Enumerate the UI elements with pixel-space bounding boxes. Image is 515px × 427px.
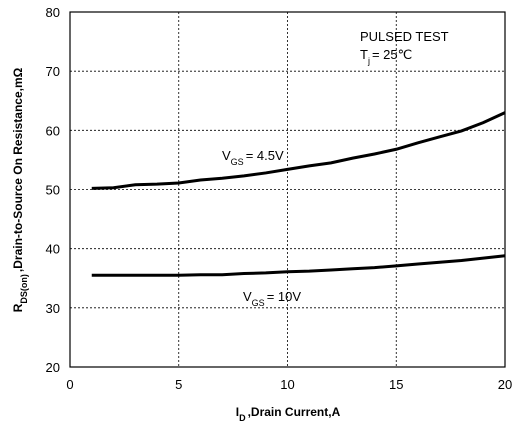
series-label-main: V: [222, 148, 231, 163]
x-axis-label-sub: D: [239, 413, 246, 423]
x-tick-label: 15: [389, 377, 403, 392]
series-label: VGS = 4.5V: [222, 148, 284, 167]
series-label-sub: GS: [252, 298, 265, 308]
y-axis-label: RDS(on) ,Drain-to-Source On Resistance,mΩ: [11, 67, 29, 312]
plot-frame: [69, 11, 506, 368]
y-axis-label-sub: DS(on): [19, 274, 29, 304]
y-tick-label: 40: [46, 242, 60, 257]
test-temp-sub: j: [367, 56, 370, 66]
test-temp-rest: = 25℃: [372, 47, 412, 62]
y-tick-label: 70: [46, 64, 60, 79]
y-axis-label-main: R: [11, 303, 25, 312]
y-tick-label: 60: [46, 123, 60, 138]
test-temp: Tj = 25℃: [360, 47, 412, 66]
x-axis-label: ID ,Drain Current,A: [236, 405, 341, 423]
y-tick-label: 80: [46, 5, 60, 20]
series-label-main: V: [243, 289, 252, 304]
y-tick-label: 30: [46, 301, 60, 316]
x-tick-label: 10: [280, 377, 294, 392]
test-temp-main: T: [360, 47, 368, 62]
y-tick-label: 20: [46, 360, 60, 375]
y-tick-label: 50: [46, 183, 60, 198]
series-label-sub: GS: [231, 157, 244, 167]
series-label-rest: = 10V: [267, 289, 302, 304]
series-line: [91, 111, 506, 190]
series-label: VGS = 10V: [243, 289, 301, 308]
x-tick-label: 5: [175, 377, 182, 392]
y-axis-label-rest: ,Drain-to-Source On Resistance,mΩ: [11, 67, 25, 272]
x-tick-label: 0: [66, 377, 73, 392]
series-line: [91, 254, 506, 277]
x-axis-label-rest: ,Drain Current,A: [248, 405, 341, 419]
x-tick-label: 20: [498, 377, 512, 392]
series-label-rest: = 4.5V: [246, 148, 284, 163]
x-axis-label-main: I: [236, 405, 239, 419]
test-note: PULSED TEST: [360, 29, 449, 44]
